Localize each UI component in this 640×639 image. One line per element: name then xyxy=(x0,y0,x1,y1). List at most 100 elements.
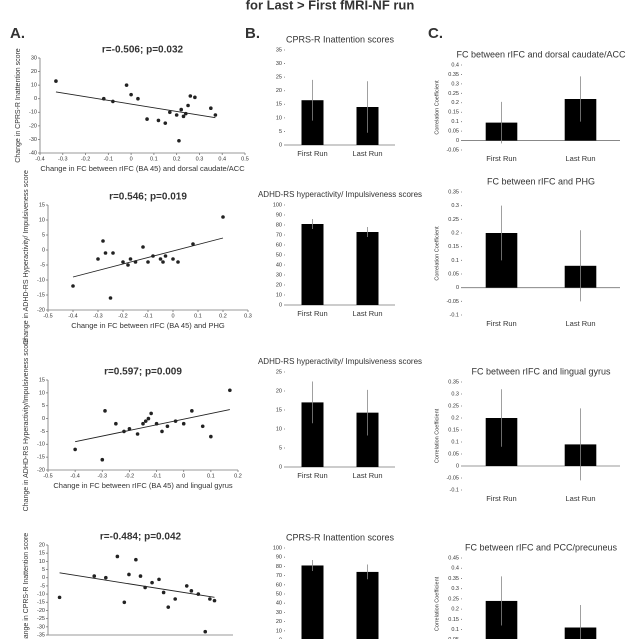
chart-title: FC between rIFC and dorsal caudate/ACC xyxy=(456,49,626,59)
y-tick-label: 0 xyxy=(279,637,282,639)
point xyxy=(73,447,77,452)
point xyxy=(161,590,166,595)
chart-title: r=-0.484; p=0.042 xyxy=(100,532,182,543)
point xyxy=(157,577,161,582)
point xyxy=(184,584,189,588)
y-tick-label: 0.1 xyxy=(451,119,459,125)
y-tick-label: 50 xyxy=(276,252,282,258)
y-tick-label: 0 xyxy=(42,575,45,581)
y-tick-label: 0.3 xyxy=(451,203,459,209)
y-tick-label: 80 xyxy=(276,222,282,228)
y-tick-label: 0.25 xyxy=(448,91,459,97)
point xyxy=(150,580,154,585)
point xyxy=(143,419,148,423)
x-tick-label: -0.4 xyxy=(68,313,77,319)
point xyxy=(173,597,177,601)
point xyxy=(209,106,213,111)
y-tick-label: 0.2 xyxy=(451,230,459,236)
point xyxy=(101,239,105,243)
point xyxy=(135,432,140,436)
y-tick-label: 40 xyxy=(276,601,282,607)
trend-line xyxy=(75,409,230,443)
x-tick-label: Last Run xyxy=(565,319,595,328)
x-tick-label: -0.1 xyxy=(104,156,113,162)
y-tick-label: -25 xyxy=(37,616,45,622)
y-tick-label: 0 xyxy=(42,416,45,422)
bar xyxy=(301,224,324,305)
y-tick-label: 5 xyxy=(42,567,45,573)
x-tick-label: 0.2 xyxy=(234,473,242,479)
x-tick-label: -0.2 xyxy=(81,156,90,162)
y-axis-label: Change in CPRS-R Inattention score xyxy=(15,48,22,162)
x-axis-label: Change in FC between rIFC (BA 45) and PH… xyxy=(71,321,225,330)
y-tick-label: 0 xyxy=(42,247,45,253)
point xyxy=(181,421,186,426)
y-tick-label: 0.1 xyxy=(451,439,459,445)
point xyxy=(122,600,127,605)
x-tick-label: 0.3 xyxy=(196,156,204,162)
y-tick-label: -0.05 xyxy=(446,475,459,481)
y-tick-label: 30 xyxy=(276,610,282,616)
y-tick-label: -10 xyxy=(37,277,45,283)
chart-title: CPRS-R Inattention scores xyxy=(286,34,395,44)
point xyxy=(163,121,168,125)
y-tick-label: 100 xyxy=(273,545,282,551)
x-axis-label: Change in FC between rIFC (BA 45) and li… xyxy=(53,481,233,490)
point xyxy=(208,597,212,601)
y-tick-label: -15 xyxy=(37,600,45,606)
y-tick-label: 0.25 xyxy=(448,217,459,223)
y-tick-label: 0 xyxy=(279,142,282,148)
x-tick-label: -0.5 xyxy=(43,313,52,319)
y-tick-label: 25 xyxy=(276,369,282,375)
y-tick-label: -20 xyxy=(37,608,45,614)
y-tick-label: 0.3 xyxy=(451,586,459,592)
x-tick-label: 0.1 xyxy=(150,156,158,162)
y-tick-label: -40 xyxy=(29,150,37,156)
bar xyxy=(301,565,324,639)
x-tick-label: 0.2 xyxy=(219,313,227,319)
y-tick-label: -10 xyxy=(37,592,45,598)
point xyxy=(166,605,171,609)
x-tick-label: Last Run xyxy=(565,154,595,163)
y-tick-label: 30 xyxy=(31,55,37,61)
y-tick-label: -0.1 xyxy=(450,487,459,493)
y-tick-label: 0.1 xyxy=(451,627,459,633)
point xyxy=(181,114,186,119)
x-tick-label: First Run xyxy=(297,471,327,480)
trend-line xyxy=(55,91,216,119)
panel-label: A. xyxy=(10,25,25,42)
y-tick-label: -10 xyxy=(29,110,37,116)
y-axis-label: Correlation Coefficient xyxy=(434,80,440,135)
y-tick-label: 40 xyxy=(276,262,282,268)
y-tick-label: 0 xyxy=(34,96,37,102)
bar xyxy=(301,100,324,145)
x-axis-label: Change in FC between rIFC (BA 45) and do… xyxy=(40,164,245,173)
point xyxy=(176,260,180,264)
y-tick-label: 0 xyxy=(456,285,459,291)
bar xyxy=(301,402,324,467)
y-tick-label: 15 xyxy=(276,102,282,108)
x-tick-label: Last Run xyxy=(352,309,382,318)
x-tick-label: -0.5 xyxy=(43,473,52,479)
point xyxy=(158,257,163,261)
y-tick-label: 0.25 xyxy=(448,403,459,409)
y-tick-label: -35 xyxy=(37,632,45,638)
point xyxy=(138,574,143,578)
y-tick-label: -20 xyxy=(37,307,45,313)
x-tick-label: 0 xyxy=(130,156,133,162)
point xyxy=(141,245,145,249)
chart-title: FC between rIFC and PCC/precuneus xyxy=(465,542,618,552)
y-tick-label: 90 xyxy=(276,212,282,218)
chart-title: r=0.597; p=0.009 xyxy=(104,367,182,378)
point xyxy=(115,554,120,559)
y-tick-label: 20 xyxy=(31,69,37,75)
y-tick-label: -5 xyxy=(40,262,45,268)
point xyxy=(212,598,217,603)
chart-title: FC between rIFC and lingual gyrus xyxy=(471,366,611,376)
y-tick-label: -30 xyxy=(37,624,45,630)
point xyxy=(146,260,150,264)
y-tick-label: 15 xyxy=(39,202,45,208)
y-tick-label: 0.05 xyxy=(448,271,459,277)
chart-title: r=-0.506; p=0.032 xyxy=(102,45,184,56)
y-tick-label: 10 xyxy=(39,390,45,396)
